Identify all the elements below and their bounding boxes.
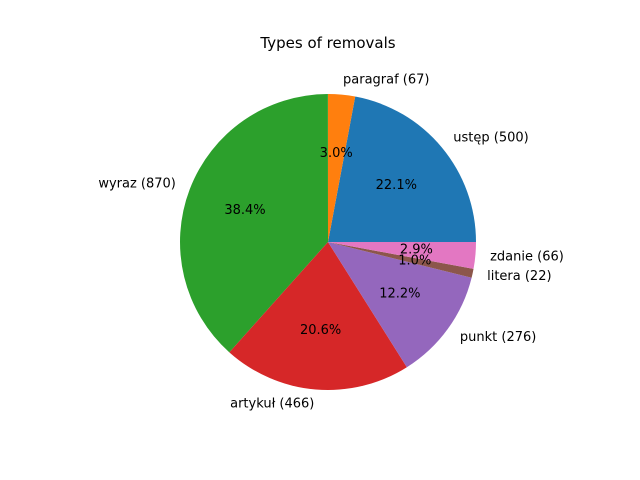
pie-slices (180, 93, 476, 390)
slice-label: artykuł (466) (230, 397, 314, 412)
slice-percent-label: 2.9% (400, 243, 433, 258)
slice-percent-label: 1.0% (398, 253, 431, 268)
slice-label: punkt (276) (460, 330, 536, 345)
pie-slice (180, 94, 328, 353)
pie-slice (229, 242, 407, 390)
slice-percent-labels: 22.1% 3.0% 38.4% 20.6% 12.2% 1.0%2.9% (224, 146, 433, 338)
slice-percent-label: 12.2% (379, 287, 420, 302)
pie-slice (328, 96, 476, 242)
chart-title: Types of removals (259, 34, 395, 52)
pie-slice (327, 93, 356, 242)
slice-percent-label: 3.0% (320, 146, 353, 161)
slice-label: litera (22) (487, 269, 551, 284)
slice-labels: ustęp (500) paragraf (67) wyraz (870) artyk… (98, 72, 563, 411)
slice-label: wyraz (870) (98, 177, 176, 192)
slice-label: ustęp (500) (453, 131, 528, 146)
slice-percent-label: 20.6% (300, 323, 341, 338)
slice-percent-label: 22.1% (376, 178, 417, 193)
pie-slice (328, 242, 472, 368)
slice-percent-label: 38.4% (224, 203, 265, 218)
slice-label: paragraf (67) (343, 72, 430, 87)
slice-label: zdanie (66) (490, 249, 564, 264)
pie-slice (328, 242, 474, 278)
pie-slice (328, 242, 476, 269)
